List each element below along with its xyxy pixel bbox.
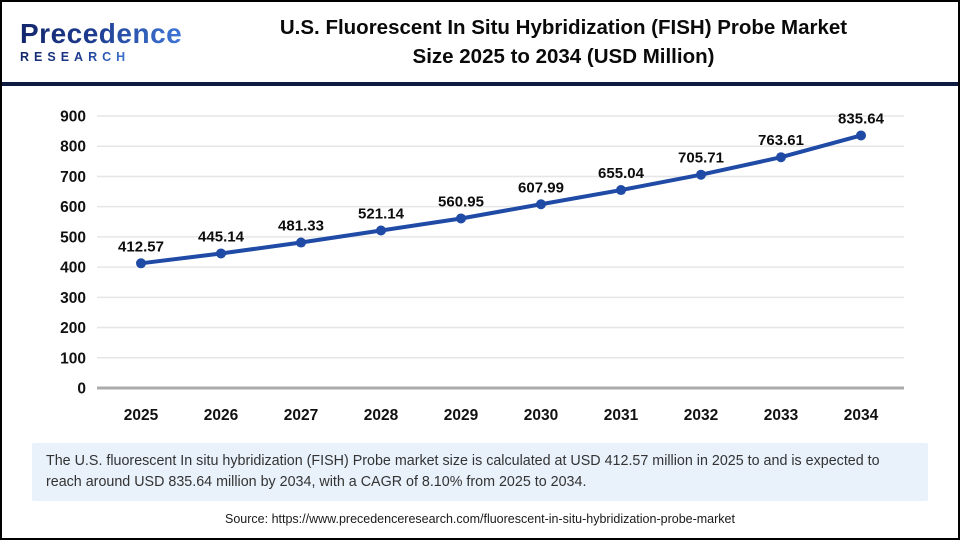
line-chart: 0 100 200 300 400 500 600 700 800 900 2025 2026 2027… [60,109,904,424]
y-axis-tick-label: 700 [60,169,86,186]
x-axis-tick-label: 2033 [764,407,799,424]
data-point-marker [456,213,466,224]
x-axis-tick-label: 2027 [284,407,318,424]
data-point-label: 481.33 [278,218,324,235]
data-point-marker [616,185,626,196]
x-axis-tick-label: 2025 [124,407,159,424]
data-point-label: 412.57 [118,238,164,255]
data-point-label: 835.64 [838,110,885,127]
data-point-marker [136,258,146,269]
chart-title-line-1: U.S. Fluorescent In Situ Hybridization (… [279,16,848,39]
series-line [139,133,863,266]
chart-title-line-2: Size 2025 to 2034 (USD Million) [412,45,715,68]
y-axis-tick-label: 800 [60,139,86,156]
y-axis-tick-label: 600 [60,199,86,216]
x-axis-tick-label: 2031 [604,407,639,424]
x-axis-tick-label: 2034 [844,407,879,424]
data-point-marker [856,130,866,141]
data-point-marker [536,199,546,210]
chart-region: 0 100 200 300 400 500 600 700 800 900 2025 2026 2027… [2,88,958,438]
data-point-label: 655.04 [598,165,645,182]
source-attribution: Source: https://www.precedenceresearch.c… [225,512,735,526]
data-point-marker [696,169,706,180]
chart-title: U.S. Fluorescent In Situ Hybridization (… [197,13,958,71]
data-point-marker [776,152,786,163]
market-summary-text: The U.S. fluorescent In situ hybridizati… [32,443,928,501]
precedence-research-logo: Precedence RESEARCH [2,20,197,64]
data-point-marker [376,225,386,236]
data-point-label: 705.71 [678,150,724,167]
header: Precedence RESEARCH U.S. Fluorescent In … [2,2,958,86]
data-point-label: 607.99 [518,179,564,196]
x-axis-tick-label: 2030 [524,407,558,424]
y-axis-tick-label: 0 [77,381,86,398]
data-point-label: 763.61 [758,132,804,149]
x-axis-tick-label: 2028 [364,407,399,424]
data-point-marker [216,248,226,259]
data-point-label: 560.95 [438,193,484,210]
y-axis-tick-label: 100 [60,350,86,367]
y-axis-tick-label: 300 [60,290,86,307]
x-axis-tick-label: 2029 [444,407,479,424]
logo-subtitle: RESEARCH [20,50,131,65]
data-point-marker [296,237,306,248]
logo-wordmark: Precedence [20,18,183,50]
data-point-label: 445.14 [198,228,245,245]
x-axis-tick-label: 2026 [204,407,239,424]
x-axis-tick-label: 2032 [684,407,718,424]
data-point-label: 521.14 [358,205,405,222]
y-axis-tick-label: 500 [60,229,86,246]
y-axis-tick-label: 900 [60,109,86,126]
y-axis-tick-label: 400 [60,260,86,277]
y-axis-tick-label: 200 [60,320,86,337]
